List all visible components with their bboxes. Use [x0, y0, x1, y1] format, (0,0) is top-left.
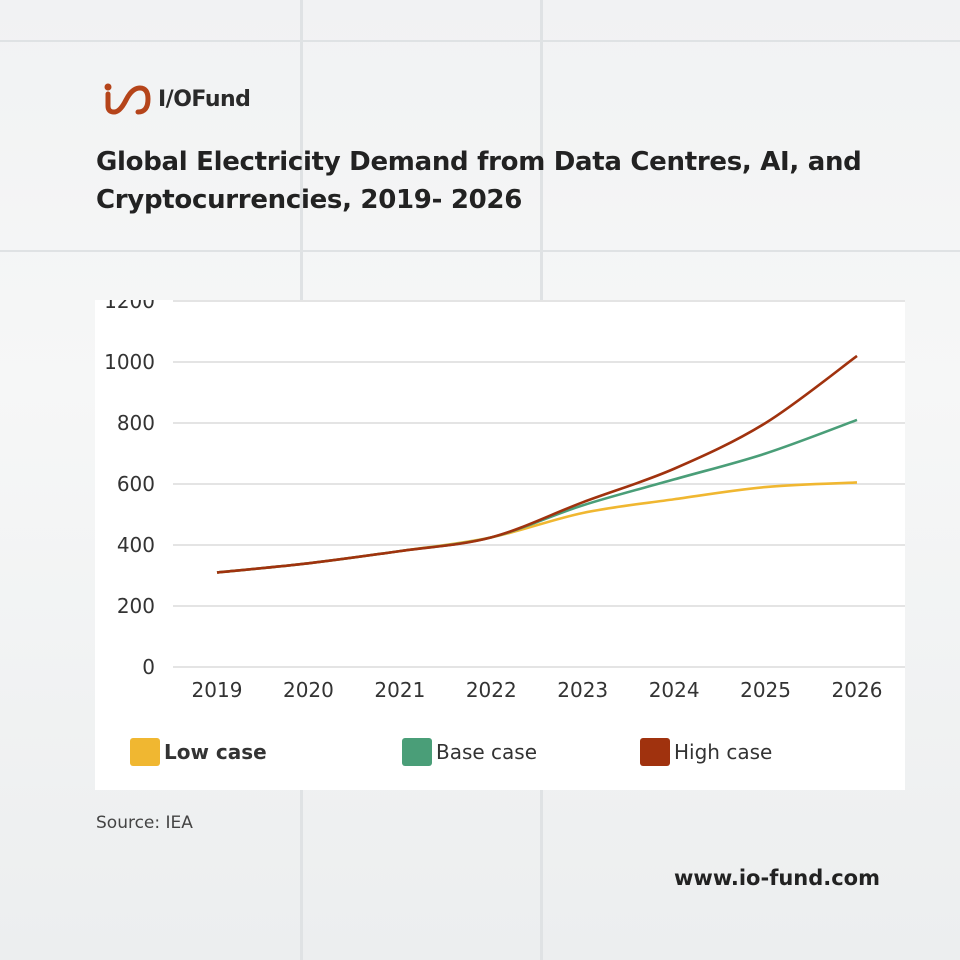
y-tick-label: 600	[117, 472, 155, 496]
legend: Low case Base case High case	[130, 738, 850, 768]
x-tick-label: 2019	[192, 678, 243, 702]
source-note: Source: IEA	[96, 813, 193, 833]
x-tick-label: 2024	[649, 678, 700, 702]
x-tick-label: 2021	[374, 678, 425, 702]
line-chart: 0 200 400 600 800 1000 1200 2019 2020 2021 2022 202…	[104, 300, 905, 702]
y-tick-label: 1000	[104, 350, 155, 374]
x-tick-label: 2022	[466, 678, 517, 702]
legend-swatch	[640, 738, 670, 766]
legend-label: Low case	[164, 740, 267, 764]
y-tick-label: 1200	[104, 300, 155, 313]
legend-label: Base case	[436, 740, 538, 764]
chart-title: Global Electricity Demand from Data Cent…	[96, 147, 862, 215]
background-wire	[0, 40, 960, 42]
x-tick-label: 2026	[832, 678, 883, 702]
io-logo-icon	[104, 83, 151, 115]
legend-swatch	[130, 738, 160, 766]
x-tick-label: 2020	[283, 678, 334, 702]
series-line-high-case	[216, 354, 858, 574]
y-tick-label: 800	[117, 411, 155, 435]
chart-panel: 0 200 400 600 800 1000 1200 2019 2020 2021 2022 202…	[95, 300, 905, 790]
legend-item: Low case	[130, 738, 267, 766]
legend-swatch	[402, 738, 432, 766]
y-tick-label: 200	[117, 594, 155, 618]
legend-item: Base case	[402, 738, 537, 766]
website-url[interactable]: www.io-fund.com	[674, 866, 880, 890]
legend-label: High case	[674, 740, 773, 764]
series-line-low-case	[216, 481, 858, 574]
y-tick-label: 400	[117, 533, 155, 557]
y-tick-label: 0	[142, 655, 155, 679]
x-tick-label: 2025	[740, 678, 791, 702]
background-wire	[0, 250, 960, 252]
series-line-base-case	[216, 418, 858, 574]
brand-name: I/OFund	[158, 86, 251, 112]
legend-item: High case	[640, 738, 772, 766]
brand-logo: I/OFund	[100, 82, 251, 116]
x-tick-label: 2023	[557, 678, 608, 702]
